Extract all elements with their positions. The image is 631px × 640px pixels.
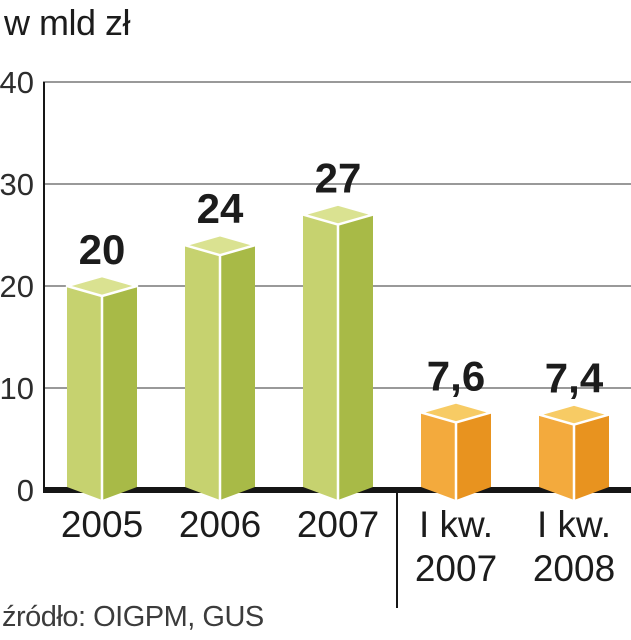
bar-top-face-0 [65, 274, 139, 298]
bar-left-face-0 [67, 286, 102, 500]
y-tick-label-0: 0 [17, 473, 34, 508]
source-note: źródło: OIGPM, GUS [2, 601, 264, 633]
chart-title: w mld zł [4, 2, 131, 43]
bar-value-label-1: 24 [197, 185, 244, 232]
bar-right-face-4 [574, 414, 609, 500]
bar-value-label-4: 7,4 [545, 355, 604, 402]
y-tick-label-20: 20 [0, 269, 34, 304]
bar-left-face-2 [303, 214, 338, 500]
x-category-label-1-0: 2006 [179, 504, 261, 545]
bar-value-label-2: 27 [315, 155, 362, 202]
x-category-label-4-1: 2008 [533, 548, 615, 589]
bar-right-face-0 [102, 286, 137, 500]
bar-top-face-4 [537, 403, 611, 426]
x-category-label-0-0: 2005 [61, 504, 143, 545]
x-category-label-3-1: 2007 [415, 548, 497, 589]
bar-right-face-1 [220, 245, 255, 500]
bar-top-face-2 [301, 203, 375, 226]
x-category-label-4-0: I kw. [537, 504, 611, 545]
bar-left-face-4 [539, 414, 574, 500]
bar-left-face-1 [185, 245, 220, 500]
bar-value-label-3: 7,6 [427, 352, 485, 399]
bar-left-face-3 [421, 412, 456, 500]
bar-right-face-2 [338, 214, 373, 500]
bar-right-face-3 [456, 412, 491, 500]
bar-top-face-3 [419, 401, 493, 424]
y-tick-label-30: 30 [0, 167, 34, 202]
x-category-label-2-0: 2007 [297, 504, 379, 545]
bar-value-label-0: 20 [79, 226, 126, 273]
x-category-label-3-0: I kw. [419, 504, 493, 545]
bar-top-face-1 [183, 233, 257, 257]
y-tick-label-10: 10 [0, 371, 34, 406]
y-tick-label-40: 40 [0, 65, 34, 100]
